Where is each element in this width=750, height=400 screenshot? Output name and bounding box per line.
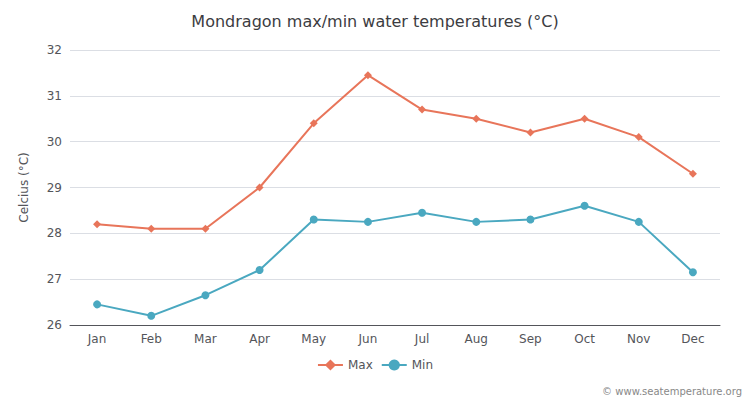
svg-text:Sep: Sep: [519, 332, 542, 346]
svg-text:Jun: Jun: [358, 332, 378, 346]
svg-text:Feb: Feb: [141, 332, 162, 346]
svg-text:© www.seatemperature.org: © www.seatemperature.org: [602, 386, 742, 397]
svg-text:31: 31: [47, 89, 62, 103]
svg-text:Jan: Jan: [87, 332, 107, 346]
svg-text:29: 29: [47, 181, 62, 195]
svg-text:Nov: Nov: [627, 332, 650, 346]
svg-text:Mondragon max/min water temper: Mondragon max/min water temperatures (°C…: [191, 12, 558, 31]
svg-text:Max: Max: [348, 358, 373, 372]
svg-text:26: 26: [47, 318, 62, 332]
svg-text:Oct: Oct: [574, 332, 595, 346]
svg-text:May: May: [301, 332, 326, 346]
svg-text:28: 28: [47, 226, 62, 240]
svg-text:32: 32: [47, 43, 62, 57]
svg-text:Apr: Apr: [249, 332, 270, 346]
svg-text:30: 30: [47, 135, 62, 149]
svg-text:Dec: Dec: [681, 332, 704, 346]
svg-text:Celcius (°C): Celcius (°C): [17, 152, 31, 222]
svg-text:Aug: Aug: [465, 332, 488, 346]
svg-text:27: 27: [47, 272, 62, 286]
svg-text:Min: Min: [412, 358, 433, 372]
svg-text:Mar: Mar: [194, 332, 217, 346]
svg-text:Jul: Jul: [414, 332, 429, 346]
